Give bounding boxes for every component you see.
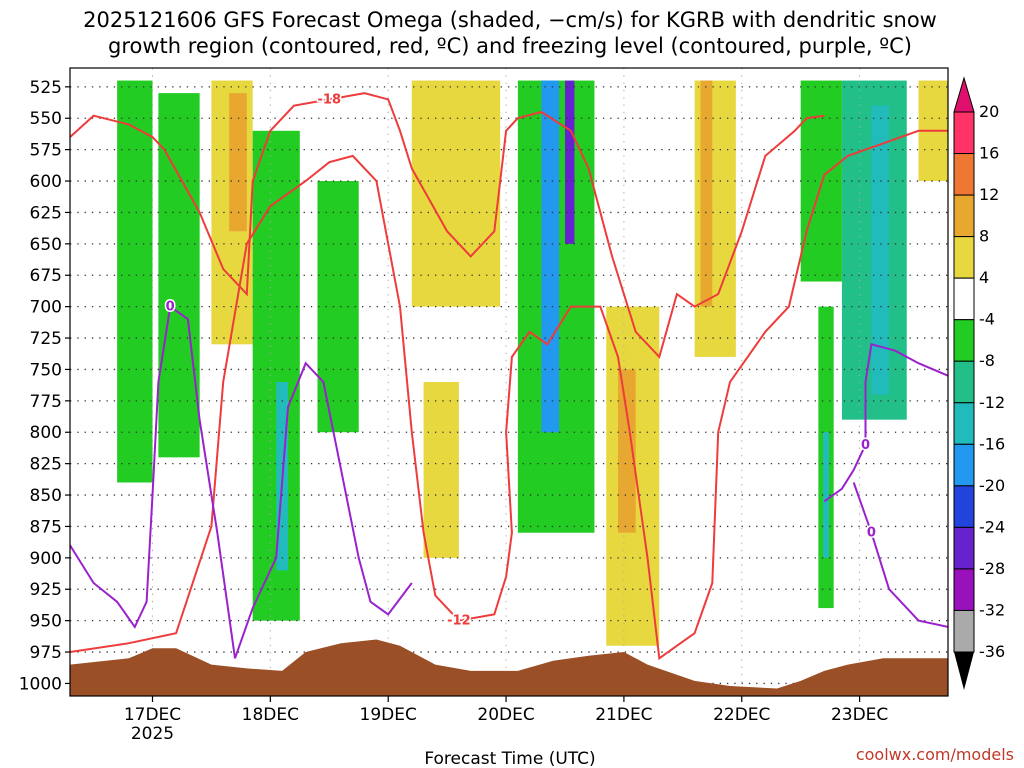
- x-tick-label: 20DEC: [477, 705, 534, 725]
- plot-area: -18 -12 0 0 0: [70, 68, 948, 696]
- y-tick-label: 750: [30, 360, 62, 380]
- freezing-contour-label: 0: [861, 438, 870, 453]
- x-tick-label: 23DEC: [831, 705, 888, 725]
- colorbar-label: -36: [979, 642, 1005, 661]
- omega-shade-region: [117, 80, 153, 483]
- freezing-contour-line: [823, 343, 948, 503]
- omega-shade-region: [229, 93, 247, 232]
- y-axis: 525 550 575 600 625 650 675 700 725 750 775 800 825 8…: [19, 78, 70, 694]
- omega-shade-region: [423, 382, 459, 558]
- colorbar-label: -20: [979, 476, 1005, 495]
- dgz-contour-label: -18: [318, 92, 342, 107]
- y-tick-label: 925: [30, 580, 62, 600]
- y-tick-label: 1000: [19, 674, 62, 694]
- dgz-contour-line: [70, 129, 948, 661]
- x-tick-label: 21DEC: [595, 705, 652, 725]
- omega-shade-region: [564, 80, 575, 244]
- omega-shade-region: [618, 369, 636, 533]
- x-tick-label: 17DEC: [124, 705, 181, 725]
- colorbar-swatch: [953, 277, 975, 321]
- y-tick-label: 875: [30, 517, 62, 537]
- y-tick-label: 725: [30, 329, 62, 349]
- freezing-contour-label: 0: [867, 526, 876, 541]
- colorbar-label: -4: [979, 310, 995, 329]
- x-axis-label: Forecast Time (UTC): [424, 749, 595, 768]
- plot-frame: [69, 67, 949, 697]
- y-tick-label: 825: [30, 455, 62, 475]
- chart-title-line1: 2025121606 GFS Forecast Omega (shaded, −…: [83, 8, 937, 32]
- y-tick-label: 525: [30, 78, 62, 98]
- colorbar-label: 12: [979, 185, 999, 204]
- x-tick-label: 19DEC: [360, 705, 417, 725]
- colorbar-label: -16: [979, 434, 1005, 453]
- colorbar-swatch: [953, 609, 975, 653]
- x-tick-label: 18DEC: [242, 705, 299, 725]
- y-tick-label: 600: [30, 172, 62, 192]
- colorbar-label: 20: [979, 102, 999, 121]
- y-tick-label: 800: [30, 423, 62, 443]
- freezing-level-contours: 0 0 0: [70, 298, 948, 659]
- omega-shade-region: [317, 181, 359, 433]
- x-tick-label: 22DEC: [713, 705, 770, 725]
- colorbar-label: -12: [979, 393, 1005, 412]
- colorbar-label: 4: [979, 268, 989, 287]
- omega-shade-region: [871, 105, 890, 395]
- x-tick-year: 2025: [131, 724, 174, 744]
- omega-shade-region: [700, 80, 713, 307]
- omega-shade-region: [823, 432, 829, 558]
- y-tick-label: 575: [30, 141, 62, 161]
- credit-link[interactable]: coolwx.com/models: [856, 745, 1014, 764]
- colorbar-swatch: [953, 319, 975, 362]
- y-tick-label: 650: [30, 235, 62, 255]
- dgz-contour-label: -12: [447, 614, 471, 629]
- chart-title-line2: growth region (contoured, red, ºC) and f…: [108, 34, 912, 58]
- omega-shade-region: [541, 80, 560, 433]
- colorbar-swatch: [953, 526, 975, 570]
- colorbar-label: -32: [979, 600, 1005, 619]
- colorbar-label: -24: [979, 517, 1005, 536]
- colorbar-label: -8: [979, 351, 995, 370]
- colorbar-swatch: [953, 568, 975, 611]
- y-tick-label: 900: [30, 549, 62, 569]
- freezing-contour-label: 0: [166, 300, 175, 315]
- dgz-contour-line: [70, 92, 825, 359]
- terrain-ground: [70, 639, 948, 696]
- y-tick-label: 625: [30, 203, 62, 223]
- colorbar-swatch: [953, 443, 975, 487]
- colorbar-label: 8: [979, 227, 989, 246]
- y-tick-label: 950: [30, 612, 62, 632]
- colorbar-swatch: [953, 485, 975, 528]
- freezing-contour-line: [70, 304, 413, 659]
- colorbar-swatch: [953, 153, 975, 196]
- colorbar: 20 16 12 8 4 -4 -8 -12 -16 -20 -24 -28 -32 -36: [953, 76, 1005, 690]
- y-tick-label: 775: [30, 392, 62, 412]
- y-tick-label: 550: [30, 109, 62, 129]
- colorbar-swatch: [953, 402, 975, 445]
- y-tick-label: 700: [30, 298, 62, 318]
- colorbar-bottom-arrow: [954, 652, 974, 690]
- terrain: [70, 639, 948, 696]
- y-tick-label: 675: [30, 266, 62, 286]
- colorbar-swatch: [953, 111, 975, 155]
- colorbar-label: -28: [979, 559, 1005, 578]
- y-tick-label: 850: [30, 486, 62, 506]
- colorbar-swatch: [953, 360, 975, 404]
- dgz-contours: -18 -12: [70, 91, 948, 661]
- colorbar-swatch: [953, 236, 975, 279]
- omega-shade-region: [158, 93, 200, 458]
- freezing-contour-line: [852, 482, 948, 628]
- colorbar-swatch: [953, 194, 975, 238]
- colorbar-label: 16: [979, 144, 999, 163]
- y-tick-label: 975: [30, 643, 62, 663]
